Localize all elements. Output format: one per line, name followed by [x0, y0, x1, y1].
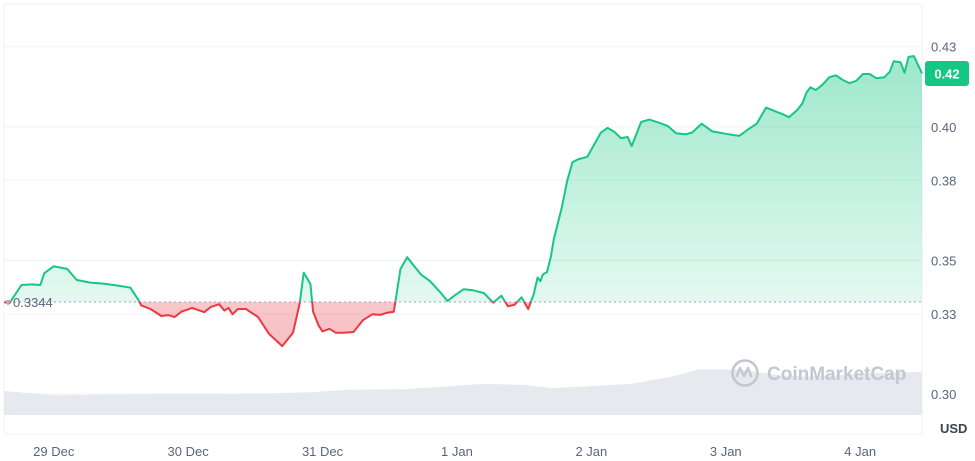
current-price-label: 0.42: [934, 66, 959, 81]
current-price-badge: 0.42: [925, 60, 969, 86]
y-tick-label: 0.35: [931, 253, 956, 268]
watermark-text: CoinMarketCap: [767, 364, 906, 385]
x-tick-label: 3 Jan: [710, 444, 742, 459]
price-area: [4, 56, 922, 347]
area-above-baseline: [4, 56, 922, 303]
watermark: CoinMarketCap: [731, 359, 906, 387]
line-above-baseline: [4, 55, 923, 303]
volume-area: [4, 369, 922, 415]
y-tick-label: 0.40: [931, 120, 956, 135]
line-below-baseline: [3, 302, 532, 348]
coinmarketcap-logo-icon: [731, 359, 759, 387]
area-below-baseline: [4, 302, 531, 347]
x-tick-label: 2 Jan: [575, 444, 607, 459]
baseline-label: 0.3344: [13, 295, 53, 310]
baseline-marker: 0.3344: [5, 295, 53, 310]
x-tick-label: 1 Jan: [441, 444, 473, 459]
y-tick-label: 0.33: [931, 307, 956, 322]
x-tick-label: 29 Dec: [33, 444, 75, 459]
x-tick-label: 4 Jan: [844, 444, 876, 459]
baseline-arrow-icon: [5, 300, 11, 307]
x-axis-labels: 29 Dec 30 Dec 31 Dec 1 Jan 2 Jan 3 Jan 4 Jan: [33, 444, 876, 459]
currency-label: USD: [940, 421, 967, 436]
x-tick-label: 31 Dec: [302, 444, 344, 459]
y-tick-label: 0.43: [931, 40, 956, 55]
y-tick-label: 0.38: [931, 173, 956, 188]
x-tick-label: 30 Dec: [168, 444, 210, 459]
volume-shape: [4, 369, 922, 415]
y-tick-label: 0.30: [931, 387, 956, 402]
price-line: [3, 55, 923, 348]
y-axis-labels: 0.30 0.33 0.35 0.38 0.40 0.43: [931, 40, 956, 402]
